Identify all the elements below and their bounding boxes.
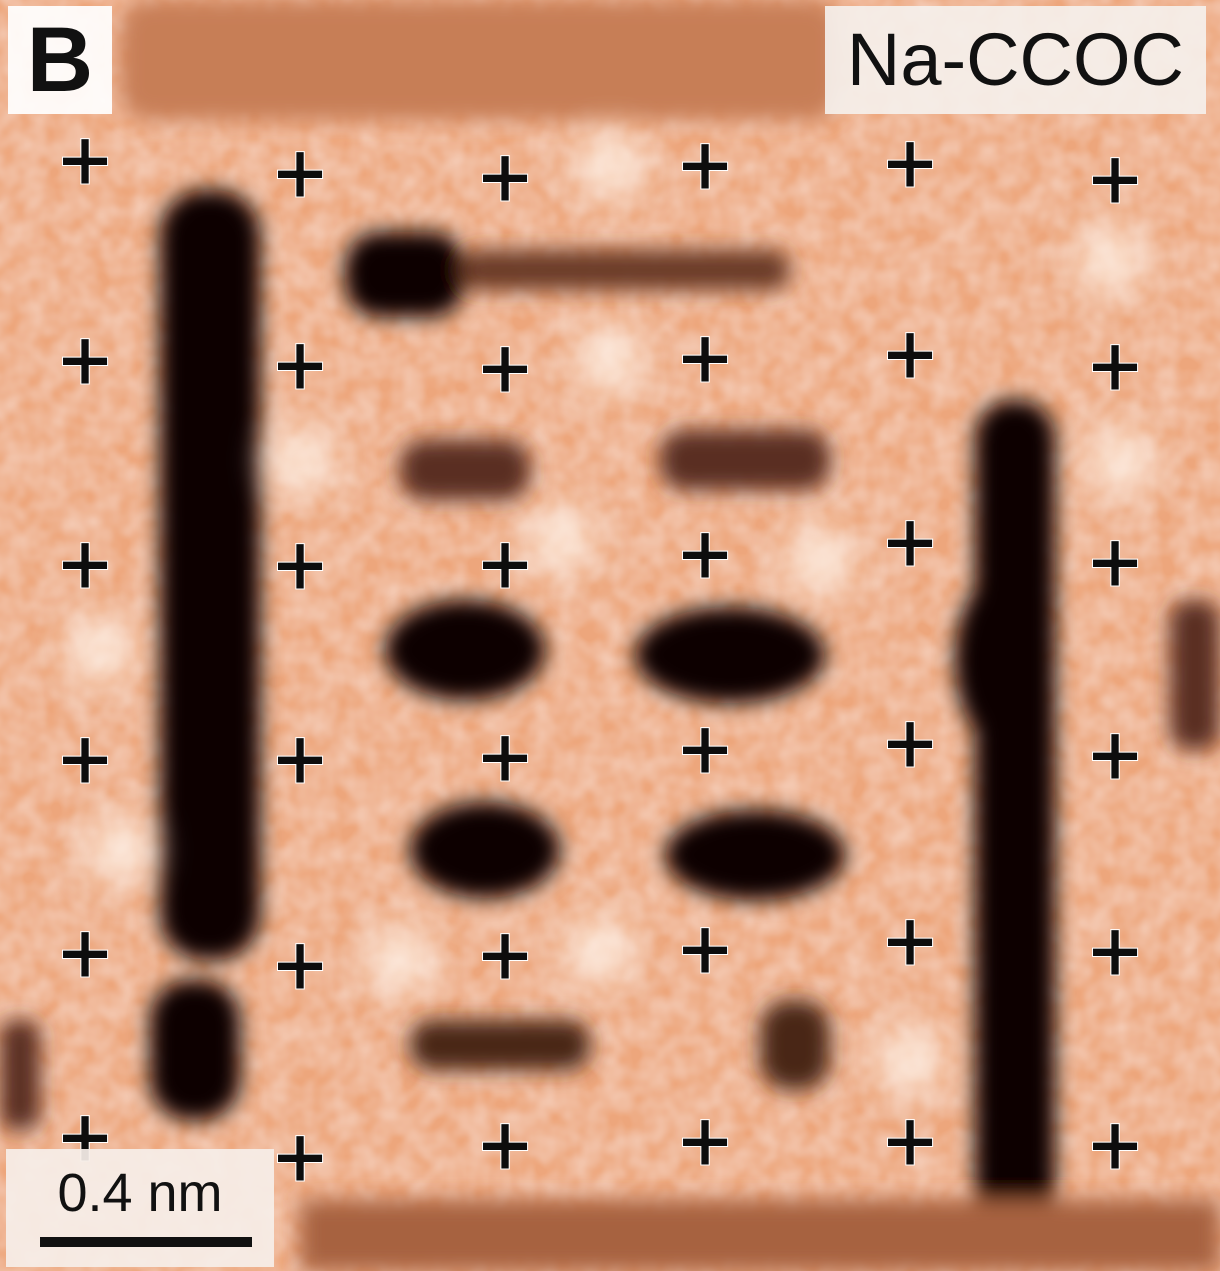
- plus-marker: +: [880, 120, 940, 204]
- bright-spot-11: [1086, 426, 1154, 494]
- bright-spot-1: [66, 616, 134, 684]
- plus-marker: +: [675, 511, 735, 595]
- bright-spot-4: [1076, 226, 1144, 294]
- atom-markers: + + + + + ++ + + + + ++ + + + + ++ + + + + ++ + + + + ++ + + + + +: [54, 117, 1145, 1199]
- plus-marker: +: [270, 1114, 330, 1198]
- plus-marker: +: [475, 1102, 535, 1186]
- dark-feature-4: [955, 575, 1045, 745]
- plus-marker: +: [55, 910, 115, 994]
- plus-marker: +: [675, 315, 735, 399]
- plus-marker: +: [880, 898, 940, 982]
- dark-feature-14: [760, 1000, 830, 1090]
- dark-feature-8: [660, 430, 830, 490]
- bright-spot-6: [366, 926, 434, 994]
- plus-marker: +: [1085, 908, 1145, 992]
- bright-spot-7: [566, 916, 634, 984]
- bright-spot-3: [86, 816, 154, 884]
- plus-marker: +: [55, 521, 115, 605]
- plus-marker: +: [475, 325, 535, 409]
- dark-feature-2: [150, 980, 240, 1120]
- plus-marker: +: [270, 716, 330, 800]
- dark-feature-1: [160, 190, 260, 960]
- plus-marker: +: [880, 499, 940, 583]
- bright-spot-0: [576, 131, 644, 199]
- sample-label: Na-CCOC: [824, 6, 1206, 114]
- dark-feature-3: [975, 400, 1055, 1260]
- plus-marker: +: [675, 122, 735, 206]
- dark-feature-9: [385, 600, 545, 700]
- dark-feature-11: [410, 802, 560, 898]
- plus-marker: +: [1085, 136, 1145, 220]
- dark-feature-13: [410, 1020, 590, 1070]
- bright-spot-5: [876, 1026, 944, 1094]
- plus-marker: +: [475, 912, 535, 996]
- plus-marker: +: [475, 714, 535, 798]
- dark-feature-0: [120, 0, 840, 120]
- panel-label: B: [8, 6, 112, 114]
- plus-marker: +: [55, 716, 115, 800]
- bright-spot-9: [786, 526, 854, 594]
- scale-bar-label: 0.4 nm: [57, 1163, 223, 1223]
- plus-marker: +: [270, 922, 330, 1006]
- dark-feature-16: [300, 1200, 1220, 1271]
- plus-marker: +: [270, 130, 330, 214]
- plus-marker: +: [55, 317, 115, 401]
- dark-feature-7: [400, 440, 530, 500]
- dark-feature-5: [345, 232, 465, 317]
- plus-marker: +: [1085, 712, 1145, 796]
- dark-feature-6: [460, 250, 790, 290]
- plus-marker: +: [880, 1098, 940, 1182]
- scale-bar: 0.4 nm: [6, 1149, 274, 1267]
- plus-marker: +: [475, 521, 535, 605]
- plus-marker: +: [675, 706, 735, 790]
- dark-feature-17: [1170, 600, 1220, 750]
- plus-marker: +: [55, 117, 115, 201]
- plus-marker: +: [675, 906, 735, 990]
- dark-feature-15: [0, 1020, 40, 1130]
- plus-marker: +: [880, 700, 940, 784]
- dark-feature-12: [665, 810, 845, 900]
- bright-spot-2: [576, 326, 644, 394]
- plus-marker: +: [270, 322, 330, 406]
- dark-feature-10: [635, 607, 825, 703]
- bright-spot-8: [266, 426, 334, 494]
- bright-spots: [66, 131, 1154, 1094]
- plus-marker: +: [270, 522, 330, 606]
- plus-marker: +: [1085, 323, 1145, 407]
- plus-marker: +: [1085, 519, 1145, 603]
- bright-spot-10: [526, 506, 594, 574]
- scale-bar-line: [40, 1237, 252, 1247]
- plus-marker: +: [475, 134, 535, 218]
- plus-marker: +: [1085, 1102, 1145, 1186]
- plus-marker: +: [675, 1098, 735, 1182]
- plus-marker: +: [880, 311, 940, 395]
